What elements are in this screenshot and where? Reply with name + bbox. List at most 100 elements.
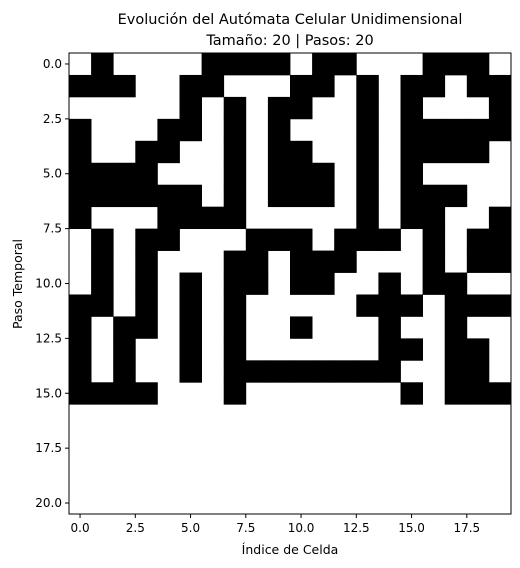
heatmap-cell [135, 140, 158, 164]
heatmap-cell [488, 206, 512, 230]
heatmap-cell [69, 74, 92, 98]
heatmap-cell [223, 53, 247, 76]
heatmap-cell [113, 338, 136, 361]
heatmap-cell [488, 96, 512, 120]
heatmap-cell [113, 184, 136, 208]
heatmap-cell [113, 360, 136, 383]
heatmap-cell [179, 206, 202, 230]
heatmap-cell [113, 162, 136, 186]
heatmap-cell [69, 338, 92, 361]
y-axis-ticks: 0.0 2.5 5.0 7.5 10.0 12.5 15.0 17.5 20.0 [35, 57, 69, 510]
heatmap-cell [290, 184, 313, 208]
heatmap-cell [69, 360, 92, 383]
heatmap-cell [223, 250, 247, 273]
y-tick-label: 7.5 [43, 222, 62, 236]
heatmap-cell [356, 294, 379, 317]
heatmap-cell [135, 272, 158, 295]
heatmap-cell [356, 118, 379, 142]
heatmap-cell [312, 74, 335, 98]
heatmap-cell [267, 162, 291, 186]
heatmap-cell [223, 382, 247, 405]
heatmap-cell [245, 53, 269, 76]
heatmap-cell [223, 360, 247, 383]
heatmap-cell [223, 316, 247, 339]
heatmap-cell [113, 316, 136, 339]
x-axis-ticks: 0.0 2.5 5.0 7.5 10.0 12.5 15.0 17.5 [71, 514, 480, 535]
heatmap-cell [488, 228, 512, 251]
heatmap-cell [466, 250, 490, 273]
heatmap-cell [422, 184, 446, 208]
heatmap-cell [444, 316, 468, 339]
heatmap-cell [378, 316, 401, 339]
heatmap-cell [223, 162, 247, 186]
y-axis-label: Paso Temporal [10, 239, 25, 329]
heatmap-cell [312, 360, 335, 383]
heatmap-cell [466, 228, 490, 251]
heatmap-cell [267, 53, 291, 76]
heatmap-cell [312, 162, 335, 186]
heatmap-cell [356, 140, 379, 164]
heatmap-cell [91, 382, 114, 405]
heatmap-cell [356, 206, 379, 230]
heatmap-cell [378, 228, 401, 251]
heatmap-cell [223, 294, 247, 317]
x-tick-label: 7.5 [236, 521, 255, 535]
heatmap-cell [113, 382, 136, 405]
heatmap-cell [135, 316, 158, 339]
heatmap-cell [69, 382, 92, 405]
heatmap-cell [201, 74, 225, 98]
heatmap-cell [245, 250, 269, 273]
heatmap-cell [290, 96, 313, 120]
heatmap-cell [312, 272, 335, 295]
y-tick-label: 17.5 [35, 441, 62, 455]
heatmap-cell [135, 228, 158, 251]
heatmap-cell [466, 360, 490, 383]
heatmap-cell [400, 382, 423, 405]
heatmap-cell [179, 338, 202, 361]
heatmap-cell [378, 338, 401, 361]
heatmap-cell [422, 272, 446, 295]
heatmap-cell [201, 53, 225, 76]
heatmap-cell [91, 250, 114, 273]
heatmap-cell [91, 228, 114, 251]
heatmap-cell [488, 74, 512, 98]
heatmap-cell [466, 140, 490, 164]
heatmap-cell [444, 118, 468, 142]
heatmap-cell [267, 118, 291, 142]
heatmap-cell [245, 272, 269, 295]
heatmap-cell [245, 228, 269, 251]
heatmap-cell [290, 228, 313, 251]
heatmap-cell [135, 184, 158, 208]
heatmap-cell [400, 140, 423, 164]
heatmap-cell [334, 360, 357, 383]
heatmap-cell [422, 250, 446, 273]
heatmap-cell [444, 53, 468, 76]
heatmap-cell [378, 294, 401, 317]
heatmap-cell [444, 294, 468, 317]
y-tick-label: 20.0 [35, 496, 62, 510]
heatmap-cell [69, 118, 92, 142]
heatmap-cell [69, 294, 92, 317]
x-tick-label: 12.5 [343, 521, 370, 535]
y-tick-label: 15.0 [35, 386, 62, 400]
heatmap-cell [157, 228, 180, 251]
heatmap-cell [290, 74, 313, 98]
heatmap-cell [290, 272, 313, 295]
heatmap-cell [69, 206, 92, 230]
heatmap-cell [444, 382, 468, 405]
heatmap-cell [179, 360, 202, 383]
heatmap-cell [400, 184, 423, 208]
chart-title: Evolución del Autómata Celular Unidimens… [118, 12, 463, 28]
heatmap-cell [378, 272, 401, 295]
heatmap-cell [488, 250, 512, 273]
y-tick-label: 5.0 [43, 167, 62, 181]
chart-subtitle: Tamaño: 20 | Pasos: 20 [205, 33, 373, 49]
x-tick-label: 5.0 [181, 521, 200, 535]
x-axis-label: Índice de Celda [242, 542, 339, 557]
heatmap-cell [422, 228, 446, 251]
x-tick-label: 2.5 [126, 521, 145, 535]
heatmap-cell [201, 206, 225, 230]
heatmap-cell [157, 140, 180, 164]
heatmap-cell [223, 184, 247, 208]
heatmap-cell [400, 118, 423, 142]
